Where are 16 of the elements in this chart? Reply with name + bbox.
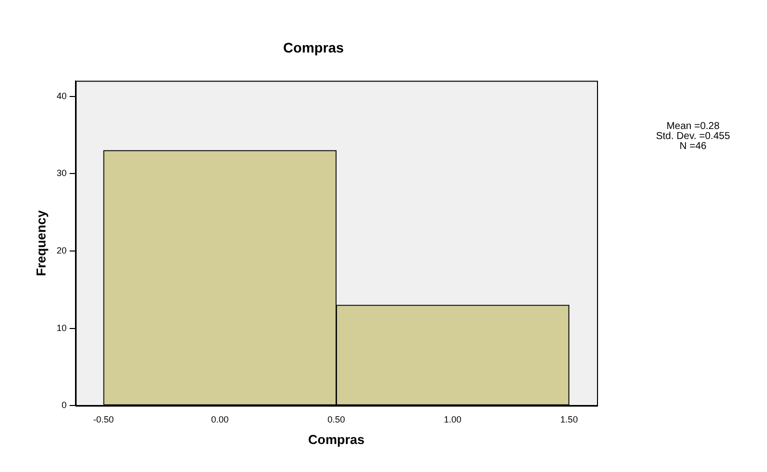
text: Mean =0.28 bbox=[666, 120, 720, 132]
x-tick-label: -0.50 bbox=[93, 414, 114, 424]
x-tick-label: 0.00 bbox=[211, 414, 229, 424]
y-axis-title: Frequency bbox=[33, 210, 48, 276]
text: Std. Dev. =0.455 bbox=[656, 130, 730, 142]
chart-title: Compras bbox=[283, 39, 344, 56]
x-tick-label: 1.00 bbox=[444, 414, 462, 424]
y-tick-label: 30 bbox=[56, 168, 67, 178]
x-axis-title: Compras bbox=[308, 432, 364, 447]
x-tick-label: 1.50 bbox=[560, 414, 578, 424]
y-tick-label: 0 bbox=[62, 400, 67, 410]
y-tick-label: 40 bbox=[56, 90, 67, 101]
y-tick-label: 20 bbox=[56, 245, 67, 256]
y-tick-label: 10 bbox=[56, 322, 67, 333]
x-tick-label: 0.50 bbox=[328, 414, 346, 424]
text: N =46 bbox=[680, 140, 707, 152]
